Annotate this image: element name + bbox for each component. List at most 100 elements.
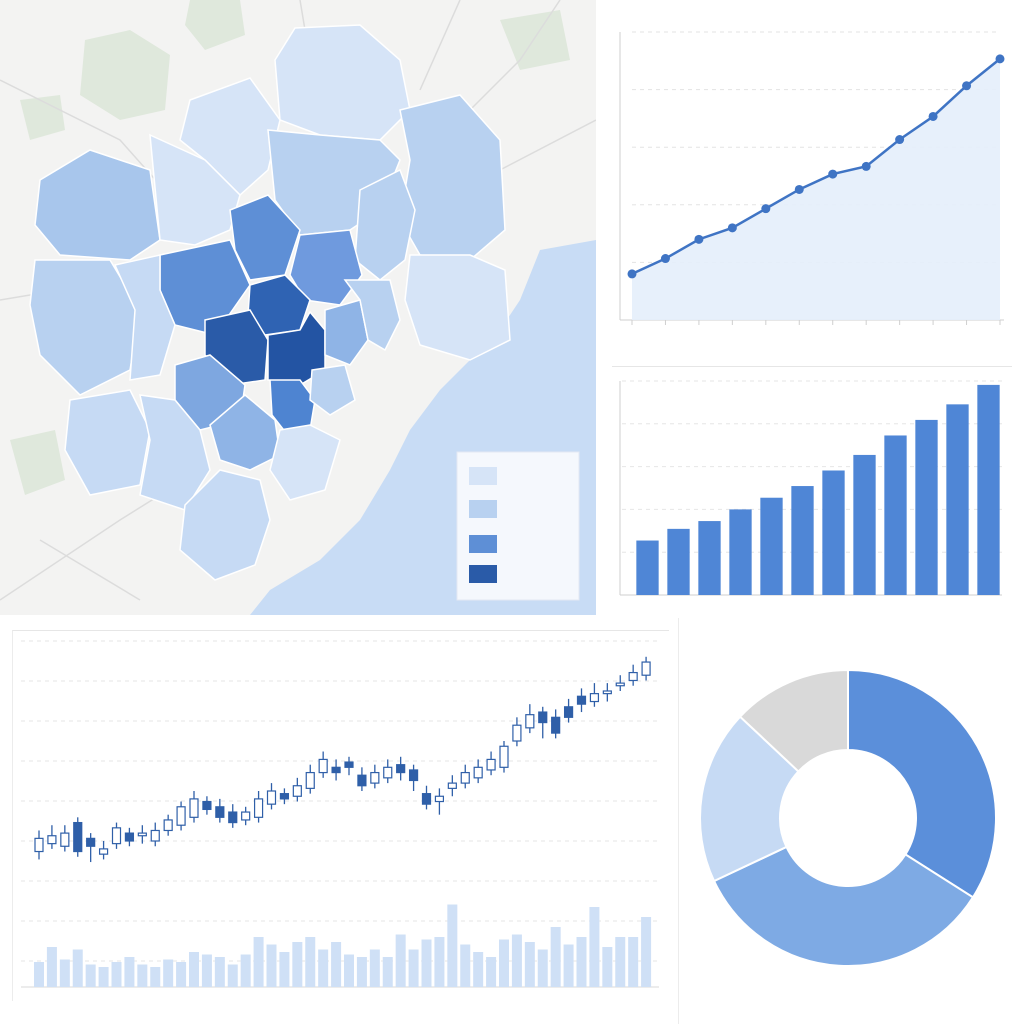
volume-bar xyxy=(524,942,535,987)
volume-bar xyxy=(563,944,574,987)
candle-body xyxy=(525,714,535,729)
volume-bar xyxy=(499,939,509,987)
candle-body xyxy=(434,795,445,803)
candle-body xyxy=(124,832,135,842)
line-chart-canvas xyxy=(619,31,1005,325)
map-region xyxy=(274,24,411,141)
candle-body xyxy=(241,811,251,821)
volume-bar xyxy=(240,954,251,987)
bar xyxy=(884,435,907,595)
volume-bar xyxy=(266,944,277,987)
candle-body xyxy=(189,798,199,818)
volume-bar xyxy=(150,967,161,987)
volume-bar xyxy=(537,949,548,987)
map-regions xyxy=(29,24,511,581)
candle-body xyxy=(447,782,457,789)
candle-body xyxy=(551,716,561,734)
data-point xyxy=(895,135,905,145)
data-point xyxy=(928,111,938,121)
candle-body xyxy=(473,766,483,779)
volume-bar xyxy=(85,964,96,987)
map-park xyxy=(500,10,570,70)
candle-body xyxy=(111,827,122,845)
volume-bar xyxy=(227,964,238,987)
bar xyxy=(636,540,659,595)
map-region xyxy=(149,133,241,246)
volume-bar xyxy=(305,937,316,987)
data-point xyxy=(727,223,737,233)
map-park xyxy=(185,0,245,50)
volume-bar xyxy=(46,947,57,987)
volume-bar xyxy=(460,944,471,987)
map-region xyxy=(29,259,141,396)
candle-body xyxy=(576,695,587,705)
volume-bar xyxy=(72,949,83,987)
volume-bar xyxy=(408,949,419,987)
map-region xyxy=(343,279,401,352)
volume-bar xyxy=(434,937,445,987)
donut-chart xyxy=(678,618,1024,1024)
volume-bar xyxy=(382,957,393,987)
candle-body xyxy=(60,832,70,847)
donut-slice xyxy=(712,845,975,967)
candle-body xyxy=(176,806,186,826)
donut-chart-canvas xyxy=(699,668,997,967)
map-region xyxy=(34,149,161,261)
candle-body xyxy=(137,832,147,837)
map-region xyxy=(309,364,356,416)
series-line xyxy=(631,57,1001,276)
map-region xyxy=(179,77,281,197)
bar-chart-canvas xyxy=(619,380,1002,596)
candle-body xyxy=(460,771,470,784)
volume-bar xyxy=(628,937,639,987)
volume-bar xyxy=(176,962,187,987)
data-point xyxy=(627,269,637,279)
candlestick-chart xyxy=(12,630,669,1001)
candle-body xyxy=(305,771,315,789)
legend-swatch-4 xyxy=(469,565,497,583)
volume-bar xyxy=(447,904,458,987)
bar xyxy=(667,528,690,595)
volume-bar xyxy=(318,949,329,987)
candle-body xyxy=(73,821,83,853)
candle-body xyxy=(279,793,290,800)
volume-bar xyxy=(253,937,264,987)
candle-body xyxy=(408,769,419,782)
volume-bar xyxy=(214,957,225,987)
candle-body xyxy=(150,829,160,842)
candle-body xyxy=(266,790,277,805)
bar xyxy=(946,404,969,595)
candle-body xyxy=(512,724,522,742)
legend-swatch-1 xyxy=(469,467,497,485)
candle-body xyxy=(98,848,109,855)
candle-body xyxy=(202,800,212,811)
volume-bar xyxy=(511,934,522,987)
volume-bar xyxy=(576,937,587,987)
bar-chart xyxy=(612,366,1012,603)
data-point xyxy=(828,169,838,179)
volume-bar xyxy=(279,952,290,987)
map-region xyxy=(113,254,176,381)
volume-bar xyxy=(98,967,109,987)
data-point xyxy=(694,234,704,244)
candle-body xyxy=(421,793,432,805)
volume-bar xyxy=(550,927,561,987)
volume-bar xyxy=(589,907,600,987)
volume-bar xyxy=(486,957,497,987)
donut-slice xyxy=(738,668,849,773)
volume-bar xyxy=(201,954,212,987)
data-point xyxy=(995,54,1005,64)
map-canvas xyxy=(0,0,596,615)
map-region xyxy=(399,94,506,261)
data-point xyxy=(794,184,804,194)
volume-bar xyxy=(59,959,70,987)
bar xyxy=(853,454,876,595)
volume-bar xyxy=(124,957,135,987)
volume-bar xyxy=(111,962,122,987)
candle-body xyxy=(292,785,302,797)
candle-body xyxy=(538,711,548,724)
volume-bar xyxy=(641,917,652,987)
map-park xyxy=(80,30,170,120)
bar xyxy=(698,521,721,595)
area-fill xyxy=(632,58,1000,320)
